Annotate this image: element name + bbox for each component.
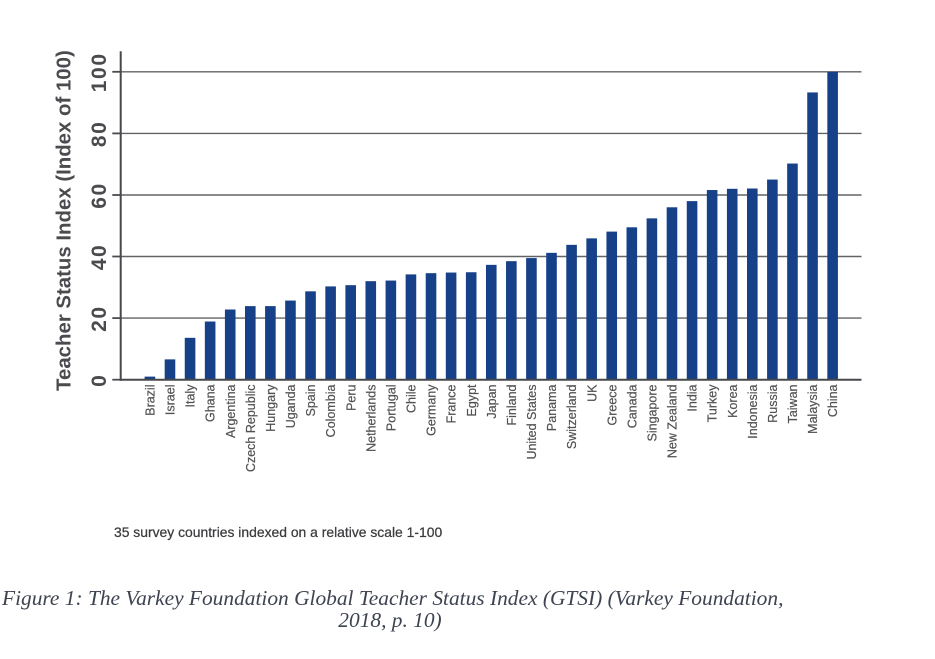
svg-text:100: 100 xyxy=(88,52,111,92)
svg-text:India: India xyxy=(686,384,700,411)
svg-text:Egypt: Egypt xyxy=(465,384,479,416)
svg-text:New Zealand: New Zealand xyxy=(666,384,680,458)
svg-text:Ghana: Ghana xyxy=(204,384,218,422)
svg-text:Korea: Korea xyxy=(726,384,740,417)
svg-text:60: 60 xyxy=(88,182,111,209)
svg-text:Canada: Canada xyxy=(625,384,639,428)
svg-text:Chile: Chile xyxy=(405,384,419,413)
svg-text:Israel: Israel xyxy=(164,385,178,416)
svg-text:Switzerland: Switzerland xyxy=(565,384,579,449)
svg-text:Netherlands: Netherlands xyxy=(364,385,378,452)
svg-text:Spain: Spain xyxy=(304,384,318,416)
svg-text:Czech Republic: Czech Republic xyxy=(244,385,258,473)
svg-text:Figure 1: The Varkey Foundatio: Figure 1: The Varkey Foundation Global T… xyxy=(1,586,783,610)
svg-text:Teacher Status Index (Index of: Teacher Status Index (Index of 100) xyxy=(53,50,75,391)
svg-text:Argentina: Argentina xyxy=(224,384,238,438)
svg-text:China: China xyxy=(826,384,840,417)
svg-text:Brazil: Brazil xyxy=(144,385,158,416)
svg-text:20: 20 xyxy=(88,305,111,332)
svg-text:Portugal: Portugal xyxy=(384,385,398,432)
svg-text:Russia: Russia xyxy=(766,384,780,422)
svg-text:Japan: Japan xyxy=(485,384,499,418)
svg-text:Taiwan: Taiwan xyxy=(786,384,800,423)
svg-text:0: 0 xyxy=(88,374,111,387)
svg-text:France: France xyxy=(445,384,459,423)
svg-text:Hungary: Hungary xyxy=(264,384,278,432)
svg-text:40: 40 xyxy=(88,244,111,271)
svg-text:Turkey: Turkey xyxy=(706,384,720,422)
svg-text:Uganda: Uganda xyxy=(284,384,298,428)
svg-text:Panama: Panama xyxy=(545,384,559,431)
svg-text:Peru: Peru xyxy=(344,384,358,410)
svg-text:Singapore: Singapore xyxy=(646,384,660,441)
svg-text:Malaysia: Malaysia xyxy=(806,384,820,433)
svg-text:35 survey countries indexed on: 35 survey countries indexed on a relativ… xyxy=(114,524,442,540)
svg-text:Italy: Italy xyxy=(184,384,198,408)
svg-text:Colombia: Colombia xyxy=(324,384,338,437)
svg-text:Finland: Finland xyxy=(505,384,519,425)
svg-text:Indonesia: Indonesia xyxy=(746,384,760,438)
svg-text:2018, p. 10): 2018, p. 10) xyxy=(338,608,441,632)
svg-text:Greece: Greece xyxy=(605,384,619,425)
svg-text:80: 80 xyxy=(88,121,111,148)
svg-text:United States: United States xyxy=(525,385,539,460)
svg-text:UK: UK xyxy=(585,384,599,402)
svg-text:Germany: Germany xyxy=(425,384,439,436)
